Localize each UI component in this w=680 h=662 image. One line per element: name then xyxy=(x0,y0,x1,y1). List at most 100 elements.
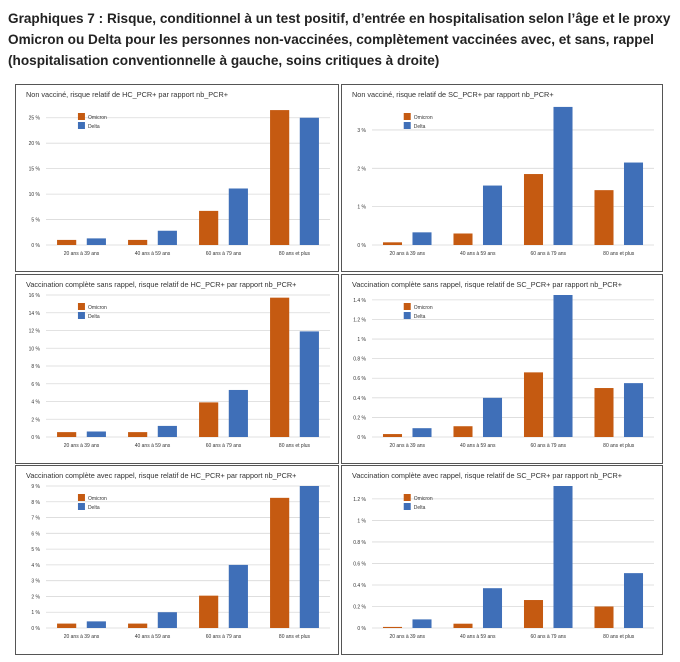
legend-swatch-omicron xyxy=(403,303,411,310)
legend-swatch-omicron xyxy=(77,303,85,310)
bar-delta-60-ans-79-ans xyxy=(228,188,248,245)
legend-label-omicron: Omicron xyxy=(414,305,433,311)
bar-omicron-40-ans-59-ans xyxy=(128,239,148,245)
bar-delta-40-ans-59-ans xyxy=(482,185,503,245)
bar-delta-20-ans-39-ans xyxy=(86,431,106,437)
x-tick-label: 80 ans et plus xyxy=(603,634,635,640)
y-tick-label: 1.2 % xyxy=(353,497,366,503)
legend-swatch-delta xyxy=(403,122,411,129)
y-tick-label: 14 % xyxy=(29,311,41,317)
legend-swatch-omicron xyxy=(403,113,411,120)
bar-delta-80-ans-et-plus xyxy=(299,486,319,628)
y-tick-label: 0.6 % xyxy=(353,561,366,567)
chart-svg: Vaccination complète avec rappel, risque… xyxy=(352,471,654,640)
y-tick-label: 8 % xyxy=(31,500,40,506)
chart-panel-sc-sans-rappel: Vaccination complète sans rappel, risque… xyxy=(341,274,663,464)
page-title: Graphiques 7 : Risque, conditionnel à un… xyxy=(8,11,671,68)
bar-omicron-80-ans-et-plus xyxy=(270,110,290,245)
y-tick-label: 8 % xyxy=(31,364,40,370)
x-tick-label: 40 ans à 59 ans xyxy=(460,443,496,449)
legend-swatch-delta xyxy=(77,122,85,129)
bar-delta-40-ans-59-ans xyxy=(482,397,503,437)
bar-delta-80-ans-et-plus xyxy=(623,383,644,437)
y-tick-label: 10 % xyxy=(29,192,41,198)
bar-delta-60-ans-79-ans xyxy=(553,106,573,245)
y-tick-label: 10 % xyxy=(29,346,41,352)
legend-label-omicron: Omicron xyxy=(88,115,107,121)
y-tick-label: 1 % xyxy=(31,610,40,616)
y-tick-label: 1 % xyxy=(357,205,366,211)
bar-delta-20-ans-39-ans xyxy=(86,621,106,628)
y-tick-label: 3 % xyxy=(31,579,40,585)
x-tick-label: 20 ans à 39 ans xyxy=(64,251,100,257)
y-tick-label: 0.4 % xyxy=(353,583,366,589)
chart-svg: Vaccination complète sans rappel, risque… xyxy=(352,280,654,449)
x-tick-label: 20 ans à 39 ans xyxy=(64,634,100,640)
y-tick-label: 1.2 % xyxy=(353,317,366,323)
legend-swatch-delta xyxy=(77,312,85,319)
legend-swatch-omicron xyxy=(77,113,85,120)
chart-title: Vaccination complète sans rappel, risque… xyxy=(26,280,296,289)
bar-delta-20-ans-39-ans xyxy=(412,619,432,628)
x-tick-label: 60 ans à 79 ans xyxy=(530,443,566,449)
bar-omicron-40-ans-59-ans xyxy=(128,623,148,628)
chart-title: Non vacciné, risque relatif de HC_PCR+ p… xyxy=(26,90,228,99)
chart-panel-hc-sans-rappel: Vaccination complète sans rappel, risque… xyxy=(15,274,339,464)
bar-omicron-60-ans-79-ans xyxy=(199,595,219,628)
bar-delta-20-ans-39-ans xyxy=(412,428,432,437)
y-tick-label: 1.4 % xyxy=(353,298,366,304)
legend-label-omicron: Omicron xyxy=(88,496,107,502)
y-tick-label: 2 % xyxy=(357,166,366,172)
bar-omicron-80-ans-et-plus xyxy=(270,497,290,628)
x-tick-label: 40 ans à 59 ans xyxy=(135,251,171,257)
x-tick-label: 40 ans à 59 ans xyxy=(135,443,171,449)
y-tick-label: 0 % xyxy=(31,243,40,249)
y-tick-label: 2 % xyxy=(31,594,40,600)
x-tick-label: 20 ans à 39 ans xyxy=(389,443,425,449)
bar-delta-40-ans-59-ans xyxy=(482,588,503,628)
chart-svg: Non vacciné, risque relatif de HC_PCR+ p… xyxy=(26,90,330,257)
y-tick-label: 16 % xyxy=(29,293,41,299)
bar-omicron-60-ans-79-ans xyxy=(199,210,219,245)
chart-svg: Non vacciné, risque relatif de SC_PCR+ p… xyxy=(352,90,654,257)
y-tick-label: 12 % xyxy=(29,329,41,335)
chart-title: Vaccination complète sans rappel, risque… xyxy=(352,280,622,289)
bar-delta-80-ans-et-plus xyxy=(299,117,319,245)
y-tick-label: 6 % xyxy=(31,531,40,537)
legend-swatch-delta xyxy=(403,503,411,510)
y-tick-label: 25 % xyxy=(29,116,41,122)
bar-omicron-20-ans-39-ans xyxy=(57,432,77,437)
y-tick-label: 6 % xyxy=(31,382,40,388)
bar-omicron-20-ans-39-ans xyxy=(382,626,403,628)
legend-swatch-omicron xyxy=(77,494,85,501)
x-tick-label: 80 ans et plus xyxy=(603,251,635,257)
bar-delta-60-ans-79-ans xyxy=(228,389,248,437)
y-tick-label: 0.8 % xyxy=(353,357,366,363)
x-tick-label: 40 ans à 59 ans xyxy=(135,634,171,640)
y-tick-label: 7 % xyxy=(31,516,40,522)
x-tick-label: 60 ans à 79 ans xyxy=(206,443,242,449)
y-tick-label: 0.2 % xyxy=(353,415,366,421)
legend-label-omicron: Omicron xyxy=(414,115,433,121)
y-tick-label: 0 % xyxy=(357,626,366,632)
y-tick-label: 2 % xyxy=(31,417,40,423)
legend-label-omicron: Omicron xyxy=(88,305,107,311)
x-tick-label: 80 ans et plus xyxy=(603,443,635,449)
legend-swatch-delta xyxy=(77,503,85,510)
legend-label-delta: Delta xyxy=(88,314,100,320)
x-tick-label: 20 ans à 39 ans xyxy=(389,251,425,257)
bar-delta-80-ans-et-plus xyxy=(623,573,644,628)
bar-delta-60-ans-79-ans xyxy=(553,295,573,437)
x-tick-label: 60 ans à 79 ans xyxy=(530,634,566,640)
bar-omicron-80-ans-et-plus xyxy=(594,190,614,245)
y-tick-label: 5 % xyxy=(31,547,40,553)
y-tick-label: 0.2 % xyxy=(353,604,366,610)
y-tick-label: 0 % xyxy=(31,435,40,441)
legend-label-delta: Delta xyxy=(414,124,426,130)
bar-omicron-20-ans-39-ans xyxy=(382,242,403,245)
x-tick-label: 80 ans et plus xyxy=(279,634,311,640)
x-tick-label: 60 ans à 79 ans xyxy=(206,634,242,640)
legend-swatch-omicron xyxy=(403,494,411,501)
legend-label-delta: Delta xyxy=(414,314,426,320)
y-tick-label: 0.4 % xyxy=(353,396,366,402)
